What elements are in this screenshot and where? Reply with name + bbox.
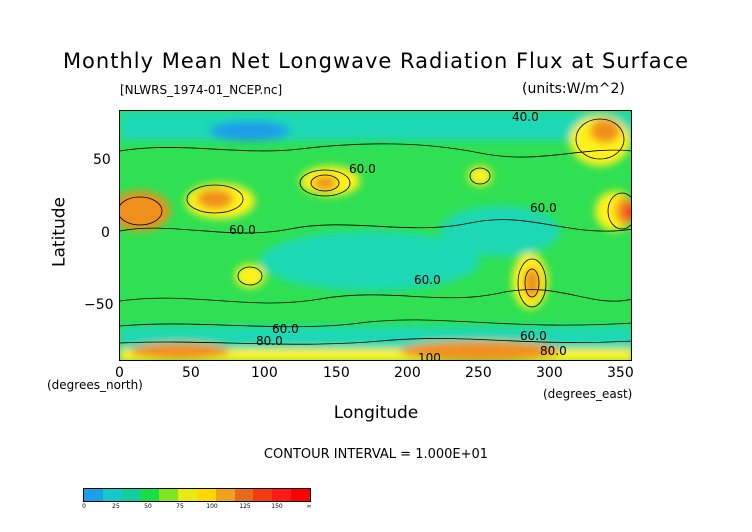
colorbar-swatch [215,489,235,501]
x-tick-label: 0 [115,365,124,381]
contour-label: 80.0 [540,344,567,358]
x-axis-label: Longitude [333,403,419,423]
colorbar-label: 25 [112,503,120,510]
y-axis-label: Latitude [49,197,70,267]
contour-label: 80.0 [256,334,283,348]
colorbar [83,488,311,502]
contour-label: 100. [418,351,445,361]
colorbar-label: 150 [271,503,283,510]
colorbar-swatch [272,489,292,501]
colorbar-label: 100 [206,503,218,510]
colorbar-label: 125 [239,503,251,510]
y-axis-unit-label: (degrees_north) [47,378,143,392]
x-tick-label: 250 [465,365,492,381]
contour-label: 60.0 [229,223,256,237]
colorbar-label: 75 [176,503,184,510]
x-tick-label: 200 [394,365,421,381]
colorbar-label: ∞ [306,503,312,510]
contour-lines [120,118,631,345]
contour-label: 60.0 [349,162,376,176]
colorbar-label: 0 [82,503,86,510]
colorbar-swatch [102,489,122,501]
x-tick-label: 100 [251,365,278,381]
x-tick-label: 300 [536,365,563,381]
x-tick-label: 50 [182,365,200,381]
colorbar-swatch [84,489,103,501]
colorbar-swatch [178,489,197,501]
contour-field: 40.0 60.0 60.0 60.0 60.0 60.0 80.0 60.0 … [120,111,631,361]
colorbar-label: 50 [144,503,152,510]
y-tick-label: 0 [101,225,110,241]
colorbar-swatch [121,489,141,501]
y-tick-label: −50 [84,297,114,313]
contour-value-labels: 40.0 60.0 60.0 60.0 60.0 60.0 80.0 60.0 … [229,111,567,361]
contour-label: 40.0 [512,111,539,124]
units-label: (units:W/m^2) [522,81,625,97]
colorbar-swatch [159,489,179,501]
contour-label: 60.0 [414,273,441,287]
colorbar-swatch [140,489,160,501]
contour-map-plot: 40.0 60.0 60.0 60.0 60.0 60.0 80.0 60.0 … [119,110,632,361]
y-tick-label: 50 [93,152,111,168]
colorbar-swatch [291,489,310,501]
x-axis-unit-label: (degrees_east) [543,387,633,401]
contour-interval-text: CONTOUR INTERVAL = 1.000E+01 [263,447,489,462]
colorbar-swatch [253,489,273,501]
map-title: Monthly Mean Net Longwave Radiation Flux… [62,49,690,73]
colorbar-swatch [196,489,216,501]
contour-label: 60.0 [272,322,299,336]
contour-label: 60.0 [520,329,547,343]
flux-regions [120,111,631,360]
x-tick-label: 350 [607,365,634,381]
colorbar-swatch [234,489,254,501]
contour-label: 60.0 [530,201,557,215]
dataset-filename: [NLWRS_1974-01_NCEP.nc] [120,83,283,97]
x-tick-label: 150 [323,365,350,381]
